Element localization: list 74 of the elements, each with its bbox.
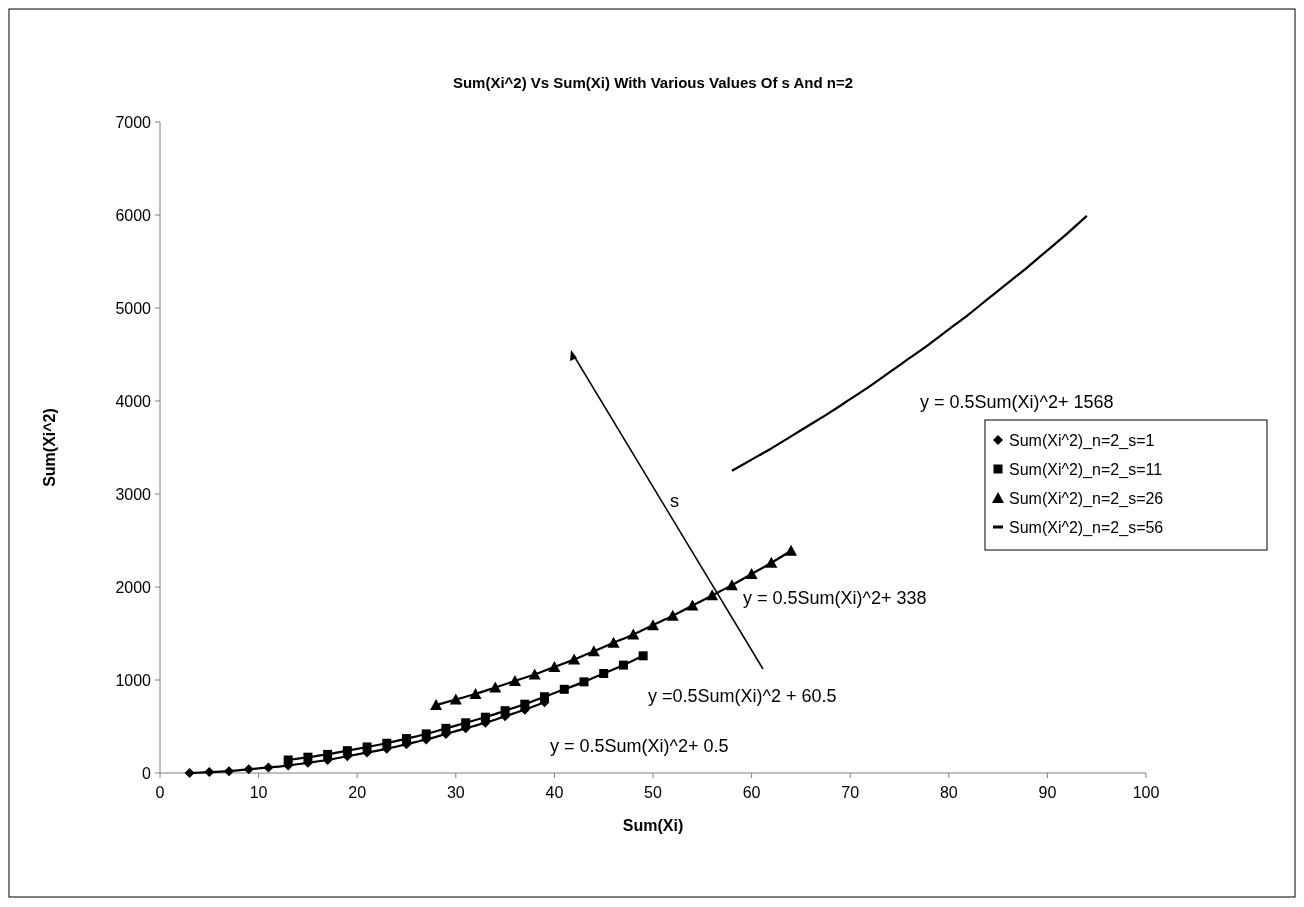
annotation: y = 0.5Sum(Xi)^2+ 1568	[920, 392, 1114, 412]
point	[587, 645, 600, 657]
x-tick-label: 50	[644, 784, 662, 801]
point	[579, 677, 589, 687]
point	[725, 579, 738, 591]
point	[765, 556, 778, 568]
legend-label: Sum(Xi^2)_n=2_s=1	[1009, 431, 1155, 450]
chart-title: Sum(Xi^2) Vs Sum(Xi) With Various Values Of s And n=2	[452, 74, 854, 91]
point	[568, 653, 581, 665]
point	[489, 681, 502, 693]
point	[647, 619, 659, 631]
point	[520, 699, 530, 709]
y-axis-title: Sum(Xi^2)	[41, 408, 58, 487]
x-tick-label: 60	[742, 784, 761, 801]
point	[706, 589, 719, 601]
point	[362, 742, 372, 752]
point	[303, 752, 313, 762]
y-tick-label: 1000	[115, 671, 152, 689]
point	[421, 729, 431, 739]
x-tick-label: 0	[155, 784, 165, 801]
point	[686, 599, 699, 611]
x-tick-label: 90	[1038, 784, 1057, 801]
y-tick-label: 5000	[115, 299, 152, 317]
x-axis-title: Sum(Xi)	[622, 817, 684, 834]
point	[461, 718, 471, 728]
y-tick-label: 3000	[115, 485, 152, 503]
annotation: y = 0.5Sum(Xi)^2+ 0.5	[550, 736, 729, 756]
y-tick-label: 2000	[115, 578, 152, 596]
point	[469, 687, 482, 699]
annotation: s	[670, 491, 679, 511]
y-tick-label: 4000	[115, 392, 152, 410]
point	[627, 628, 640, 640]
x-tick-label: 70	[841, 784, 860, 801]
point	[638, 651, 648, 661]
point	[618, 660, 628, 670]
point	[745, 567, 758, 579]
x-tick-label: 20	[348, 784, 367, 801]
point	[607, 636, 620, 648]
point	[263, 762, 274, 773]
point	[559, 684, 569, 694]
point	[599, 668, 609, 678]
point	[548, 660, 561, 672]
point	[508, 674, 521, 686]
point	[204, 767, 215, 778]
point	[441, 723, 451, 733]
y-tick-label: 0	[142, 764, 152, 782]
point	[402, 734, 411, 744]
point	[283, 755, 293, 765]
annotation: y = 0.5Sum(Xi)^2+ 338	[743, 588, 927, 608]
point	[480, 712, 490, 722]
point	[224, 766, 235, 777]
x-tick-label: 80	[939, 784, 958, 801]
point	[540, 692, 550, 702]
x-tick-label: 30	[446, 784, 465, 801]
point	[382, 738, 392, 748]
point	[184, 768, 195, 778]
point	[342, 746, 352, 756]
legend-label: Sum(Xi^2)_n=2_s=26	[1009, 489, 1164, 508]
point	[449, 693, 462, 705]
point	[666, 609, 679, 621]
legend-label: Sum(Xi^2)_n=2_s=11	[1009, 460, 1163, 479]
point	[528, 668, 541, 680]
legend-label: Sum(Xi^2)_n=2_s=56	[1009, 518, 1164, 537]
x-tick-label: 100	[1132, 784, 1160, 801]
point	[323, 749, 333, 759]
point	[785, 544, 798, 556]
y-tick-label: 6000	[115, 206, 152, 224]
x-tick-label: 40	[545, 784, 564, 801]
point	[430, 699, 443, 711]
y-tick-label: 7000	[115, 113, 152, 131]
point	[243, 764, 254, 775]
annotation: y =0.5Sum(Xi)^2 + 60.5	[648, 686, 837, 706]
point	[500, 706, 510, 716]
x-tick-label: 10	[249, 784, 268, 801]
